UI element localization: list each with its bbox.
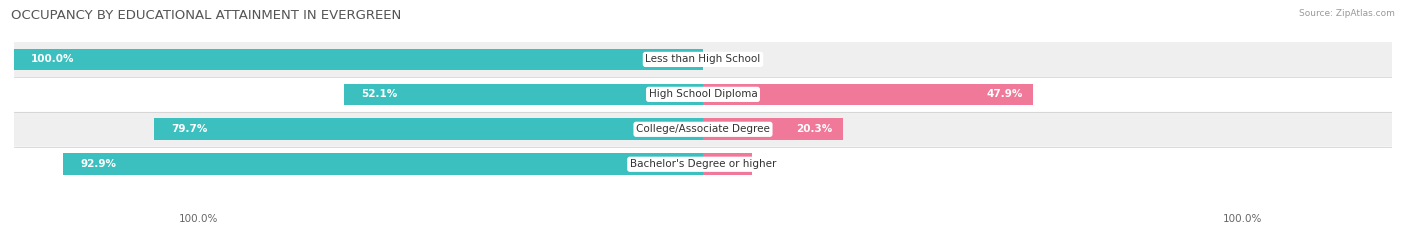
Text: High School Diploma: High School Diploma: [648, 89, 758, 99]
Text: 92.9%: 92.9%: [80, 159, 117, 169]
Bar: [153, 118, 703, 140]
Text: 20.3%: 20.3%: [796, 124, 832, 134]
Bar: [344, 84, 703, 105]
FancyBboxPatch shape: [14, 112, 1392, 147]
Text: 79.7%: 79.7%: [172, 124, 208, 134]
Text: 52.1%: 52.1%: [361, 89, 398, 99]
FancyBboxPatch shape: [14, 77, 1392, 112]
Text: 7.1%: 7.1%: [713, 159, 741, 169]
Bar: [14, 49, 703, 70]
Text: 100.0%: 100.0%: [31, 55, 75, 64]
FancyBboxPatch shape: [14, 42, 1392, 77]
Text: Less than High School: Less than High School: [645, 55, 761, 64]
Text: 100.0%: 100.0%: [1223, 214, 1263, 224]
Text: OCCUPANCY BY EDUCATIONAL ATTAINMENT IN EVERGREEN: OCCUPANCY BY EDUCATIONAL ATTAINMENT IN E…: [11, 9, 402, 22]
FancyBboxPatch shape: [14, 147, 1392, 182]
Text: 47.9%: 47.9%: [986, 89, 1022, 99]
Bar: [703, 84, 1033, 105]
Bar: [703, 118, 842, 140]
Legend: Owner-occupied, Renter-occupied: Owner-occupied, Renter-occupied: [596, 231, 810, 233]
Bar: [703, 154, 752, 175]
Text: Bachelor's Degree or higher: Bachelor's Degree or higher: [630, 159, 776, 169]
Text: 100.0%: 100.0%: [179, 214, 218, 224]
Text: Source: ZipAtlas.com: Source: ZipAtlas.com: [1299, 9, 1395, 18]
Text: 0.0%: 0.0%: [710, 55, 740, 64]
Bar: [63, 154, 703, 175]
Text: College/Associate Degree: College/Associate Degree: [636, 124, 770, 134]
